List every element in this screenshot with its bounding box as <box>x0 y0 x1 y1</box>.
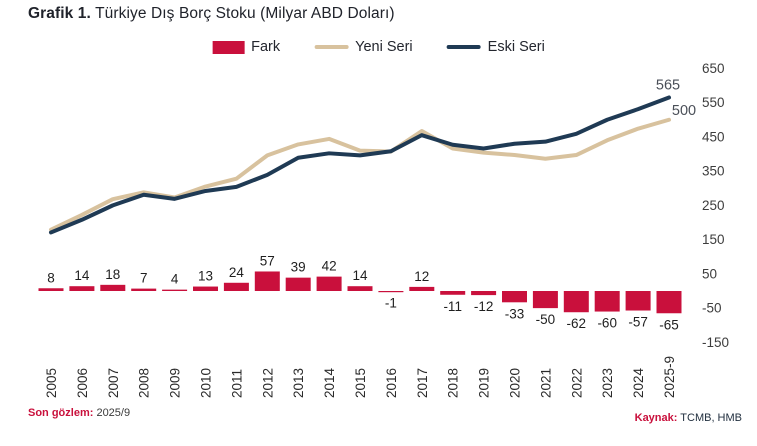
bar-2010 <box>193 286 218 291</box>
bar-2013 <box>285 277 311 291</box>
line-eski-seri <box>49 95 671 235</box>
bar-value-label-2020: -33 <box>505 306 525 321</box>
bar-2018 <box>440 291 466 295</box>
bar-2025-9 <box>656 291 682 314</box>
legend-item-yeni-seri: Yeni Seri <box>314 39 413 55</box>
bar-value-label-2014: 42 <box>322 259 337 274</box>
x-axis-label-2022: 2022 <box>569 368 584 398</box>
footnote-left-label: Son gözlem: <box>28 407 94 419</box>
bar-value-label-2025-9: -65 <box>659 317 679 332</box>
x-axis-label-2015: 2015 <box>353 368 368 398</box>
y-tick-label: 350 <box>702 164 725 179</box>
eski-seri-end-label: 565 <box>656 77 680 93</box>
bar-value-label-2019: -12 <box>474 299 494 314</box>
bar-2016 <box>378 291 404 293</box>
chart-title: Grafik 1. Türkiye Dış Borç Stoku (Milyar… <box>28 5 395 23</box>
footnote-right-label: Kaynak: <box>634 412 678 424</box>
x-axis-label-2007: 2007 <box>106 368 121 398</box>
bar-2005 <box>38 288 64 291</box>
bar-value-label-2007: 18 <box>105 267 120 282</box>
footnote-source: Kaynak: TCMB, HMB <box>635 412 742 424</box>
bar-value-label-2009: 4 <box>171 272 179 287</box>
bar-value-label-2022: -62 <box>567 316 587 331</box>
x-axis-label-2011: 2011 <box>229 369 244 398</box>
bar-2022 <box>563 291 589 313</box>
bar-2020 <box>502 291 527 303</box>
fark-swatch-icon <box>212 40 245 54</box>
bar-2009 <box>162 289 188 291</box>
bar-2019 <box>471 291 497 296</box>
bar-2007 <box>100 284 126 291</box>
x-axis-label-2010: 2010 <box>199 368 214 398</box>
bar-2015 <box>347 286 373 291</box>
bar-value-label-2013: 39 <box>291 260 306 275</box>
footnote-last-observation: Son gözlem: 2025/9 <box>28 407 130 419</box>
x-axis-label-2005: 2005 <box>44 368 59 398</box>
x-axis-label-2014: 2014 <box>322 367 337 398</box>
bar-value-label-2012: 57 <box>260 253 275 268</box>
x-axis-label-2013: 2013 <box>291 368 306 398</box>
footnote-left-value: 2025/9 <box>93 407 131 419</box>
bar-value-label-2018: -11 <box>443 299 462 314</box>
legend-item-fark: Fark <box>212 39 280 55</box>
bar-value-label-2023: -60 <box>597 316 617 331</box>
bar-value-label-2021: -50 <box>536 312 556 327</box>
x-axis-label-2017: 2017 <box>415 368 430 398</box>
bar-2011 <box>223 282 249 291</box>
y-tick-label: -50 <box>702 301 722 316</box>
bar-2017 <box>409 286 435 291</box>
legend-label-eski-seri: Eski Seri <box>487 39 545 55</box>
bar-value-label-2008: 7 <box>140 271 148 286</box>
yeni-seri-end-label: 500 <box>672 103 696 119</box>
y-tick-label: 50 <box>702 266 717 281</box>
bar-value-label-2010: 13 <box>198 269 213 284</box>
bar-2012 <box>254 271 280 291</box>
x-axis-label-2006: 2006 <box>75 368 90 398</box>
bar-2023 <box>594 291 620 312</box>
x-axis-label-2018: 2018 <box>446 368 461 398</box>
y-tick-label: 250 <box>702 198 725 213</box>
bar-2014 <box>316 276 342 291</box>
x-axis-label-2012: 2012 <box>260 368 275 398</box>
y-tick-label: 550 <box>702 95 725 110</box>
bar-value-label-2011: 24 <box>229 265 245 280</box>
bar-value-label-2024: -57 <box>628 315 648 330</box>
eski-seri-swatch-icon <box>446 45 481 49</box>
chart-title-prefix: Grafik 1. <box>28 5 91 22</box>
bar-value-label-2015: 14 <box>352 268 368 283</box>
legend-item-eski-seri: Eski Seri <box>446 39 545 55</box>
y-tick-label: -150 <box>702 335 729 350</box>
x-axis-label-2023: 2023 <box>600 368 615 398</box>
x-axis-label-2008: 2008 <box>137 368 152 398</box>
x-axis-label-2009: 2009 <box>168 368 183 398</box>
bar-2021 <box>532 291 558 309</box>
y-tick-label: 650 <box>702 61 725 76</box>
bar-value-label-2006: 14 <box>74 268 90 283</box>
x-axis-label-2025-9: 2025-9 <box>662 356 677 398</box>
x-axis-label-2019: 2019 <box>477 368 492 398</box>
line-yeni-seri <box>49 117 671 232</box>
bar-value-label-2005: 8 <box>47 270 55 285</box>
legend: Fark Yeni Seri Eski Seri <box>212 39 545 55</box>
x-axis-label-2024: 2024 <box>631 367 646 398</box>
x-axis-label-2016: 2016 <box>384 368 399 398</box>
bar-2024 <box>625 291 651 311</box>
bar-value-label-2017: 12 <box>414 269 429 284</box>
legend-label-yeni-seri: Yeni Seri <box>355 39 413 55</box>
y-tick-label: 450 <box>702 129 725 144</box>
bar-value-label-2016: -1 <box>385 295 397 310</box>
yeni-seri-swatch-icon <box>314 45 349 49</box>
chart-title-text: Türkiye Dış Borç Stoku (Milyar ABD Dolar… <box>90 5 395 22</box>
x-axis-label-2021: 2021 <box>538 368 553 398</box>
footnote-right-value: TCMB, HMB <box>677 412 742 424</box>
legend-label-fark: Fark <box>251 39 281 55</box>
x-axis-label-2020: 2020 <box>508 368 523 398</box>
y-tick-label: 150 <box>702 232 725 247</box>
bar-2006 <box>69 286 95 291</box>
bar-2008 <box>131 288 157 291</box>
